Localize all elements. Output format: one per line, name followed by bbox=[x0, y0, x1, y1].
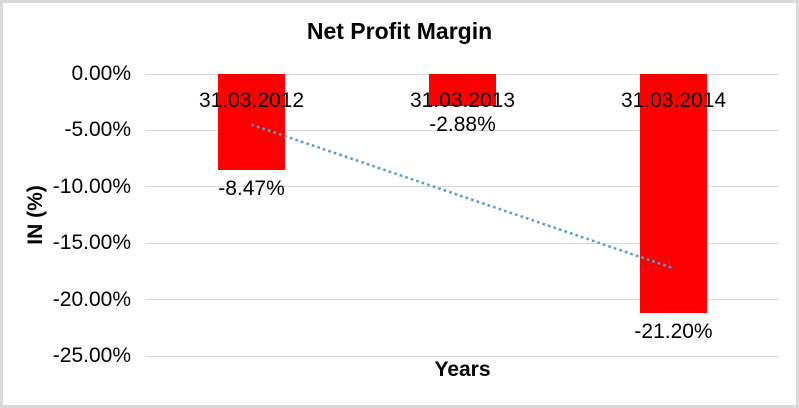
y-tick-label: -25.00% bbox=[52, 344, 131, 367]
chart-title: Net Profit Margin bbox=[306, 18, 493, 44]
y-tick-label: -15.00% bbox=[52, 231, 131, 255]
y-tick-label: 0.00% bbox=[71, 62, 131, 85]
y-tick-label: -10.00% bbox=[52, 174, 131, 198]
x-axis-title: Years bbox=[434, 358, 491, 381]
gridline bbox=[146, 299, 779, 301]
category-label: 31.03.2013 bbox=[409, 89, 516, 112]
value-label: -21.20% bbox=[634, 320, 713, 344]
bar-31.03.2013 bbox=[429, 74, 496, 107]
y-tick-label: -5.00% bbox=[64, 118, 131, 142]
category-label: 31.03.2014 bbox=[620, 89, 727, 112]
value-label: -2.88% bbox=[429, 113, 496, 137]
y-tick-label: -20.00% bbox=[52, 287, 131, 311]
gridline bbox=[146, 355, 779, 357]
value-label: -8.47% bbox=[218, 176, 285, 200]
category-label: 31.03.2012 bbox=[198, 89, 305, 112]
